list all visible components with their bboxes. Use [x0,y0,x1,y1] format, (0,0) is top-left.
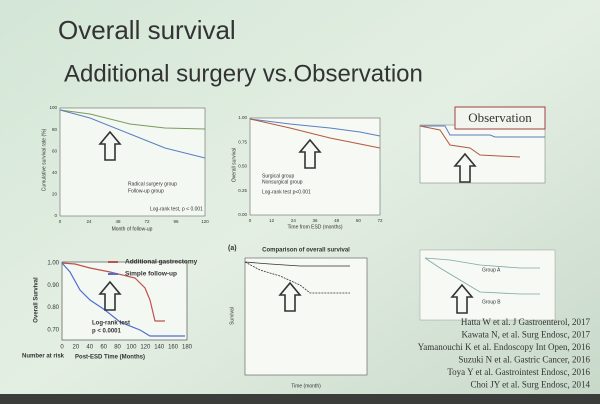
x-tick-label: 120 [201,219,209,224]
legend-entry: Simple follow-up [125,271,177,278]
curve [61,262,165,322]
panel-tag: (a) [228,245,237,252]
x-tick-label: 96 [173,219,179,224]
x-tick-label: 40 [86,345,93,351]
y-tick-label: 60 [52,148,58,153]
y-axis-label: Overall survival [231,148,237,182]
legend-entry: Nonsurgical group [262,179,303,185]
legend-entry: Follow-up group [128,188,164,194]
x-tick-label: 48 [334,218,340,223]
label-box [454,106,546,130]
y-tick-label: 0 [54,213,57,218]
reference: Kawata N, et al. Surg Endosc, 2017 [461,330,590,340]
risk-table-label: Number at risk [22,354,65,360]
group-label: Group B [482,299,501,305]
y-axis-label: Overall Survival [34,277,40,323]
y-tick-label: 0.80 [47,305,59,311]
slide-title: Overall survival [58,15,236,45]
x-tick-label: 36 [312,218,318,223]
x-tick-label: 20 [73,345,80,351]
group-label: Group A [482,267,501,273]
note: Log-rank test, p < 0.001 [150,206,203,212]
curve [59,109,206,159]
x-tick-label: 80 [114,345,121,351]
y-tick-label: 40 [52,170,58,175]
x-axis-label: Month of follow-up [112,226,153,232]
x-tick-label: 24 [86,219,92,224]
y-tick-label: 0.25 [238,188,247,193]
panel-6: Group A Group B [419,249,556,321]
reference: Hatta W et al. J Gastroenterol, 2017 [461,317,591,327]
curve [424,257,540,295]
screen-edge [0,394,600,404]
curve [249,118,381,137]
curve [424,257,540,269]
y-tick-label: 0.90 [47,283,59,289]
y-tick-label: 0.50 [238,164,247,169]
x-axis-label: Post-ESD Time (Months) [75,355,145,361]
note: Log-rank test [92,321,130,327]
plot-area [244,257,368,376]
x-tick-label: 60 [356,218,362,223]
y-tick-label: 0.00 [238,212,247,217]
x-tick-label: 100 [126,345,137,351]
reference: Suzuki N et al. Gastric Cancer, 2016 [458,355,590,365]
y-tick-label: 20 [52,192,58,197]
legend-entry: Radical surgery group [128,181,177,187]
x-tick-label: 60 [100,345,107,351]
note: p < 0.0001 [92,329,122,335]
x-tick-label: 160 [168,345,179,351]
legend-entry: Additional gastrectomy [125,259,198,266]
y-tick-label: 0.75 [238,139,247,144]
x-tick-label: 180 [182,345,193,351]
panel-5: (a) Comparison of overall survival Survi… [228,245,368,389]
x-tick-label: 24 [291,218,297,223]
y-tick-label: 0.70 [47,328,59,334]
y-tick-label: 1.00 [47,261,59,267]
references: Hatta W et al. J Gastroenterol, 2017 Kawa… [418,317,591,390]
curve [244,261,350,294]
y-tick-label: 80 [52,127,58,132]
curve [419,125,521,158]
y-tick-label: 100 [49,105,57,110]
x-tick-label: 12 [269,218,275,223]
reference: Choi JY et al. Surg Endosc, 2014 [471,380,591,390]
y-tick-label: 1.00 [238,115,247,120]
x-tick-label: 120 [140,345,151,351]
x-tick-label: 72 [377,218,383,223]
curve [420,125,545,138]
panel-title: Comparison of overall survival [262,248,350,254]
plot-area [419,124,546,184]
x-tick-label: 0 [59,219,62,224]
y-axis-label: Survival [229,307,235,325]
x-tick-label: 0 [60,345,64,351]
reference: Yamanouchi K et al. Endoscopy Int Open, … [418,342,591,352]
x-tick-label: 140 [154,345,165,351]
y-axis-label: Cumulative survival rate (%) [41,128,47,191]
panel-4: Additional gastrectomy Simple follow-up … [22,259,198,361]
reference: Toya Y et al. Gastrointest Endosc, 2016 [447,367,590,377]
x-tick-label: 72 [144,219,150,224]
slide-subtitle: Additional surgery vs.Observation [64,60,423,87]
note: Log-rank test p<0.001 [262,189,311,195]
x-axis-label: Time from ESD (months) [287,224,342,230]
panel-3: Observation [419,106,546,184]
panel-1: Cumulative survival rate (%) Month of fo… [41,105,209,232]
plot-area [59,107,206,217]
legend-entry: Surgical group [262,173,294,179]
x-axis-label: Time (month) [291,383,321,389]
curve [249,118,381,149]
panel-2: Overall survival Time from ESD (months) … [231,115,383,230]
box-label: Observation [468,110,532,125]
x-tick-label: 48 [115,219,121,224]
curve [59,109,206,130]
plot-area [419,249,556,321]
curve [244,261,350,267]
x-tick-label: 0 [249,218,252,223]
